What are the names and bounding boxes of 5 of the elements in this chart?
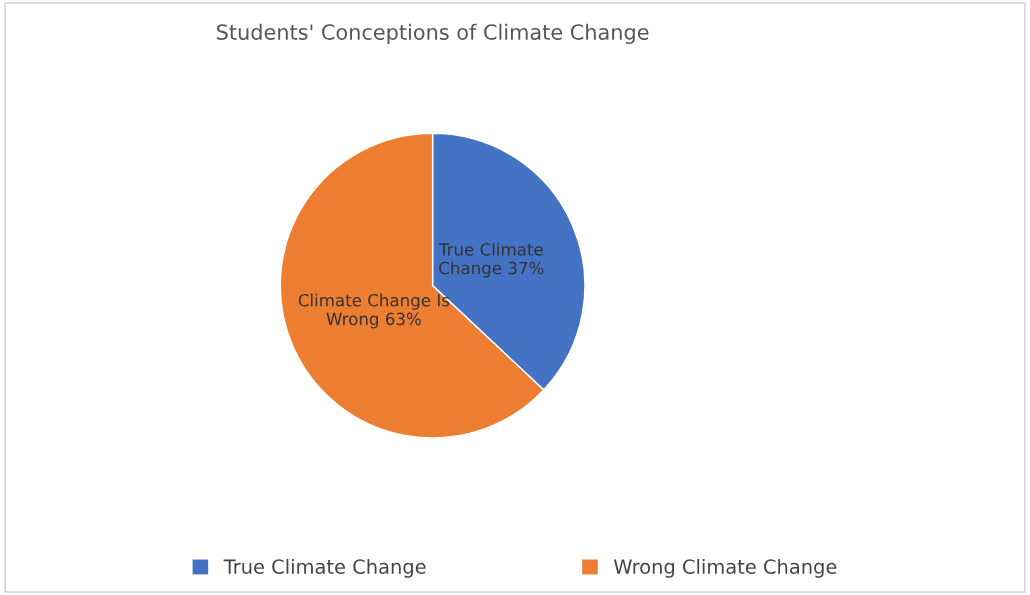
legend-label: Wrong Climate Change bbox=[613, 558, 837, 578]
chart-title: Students' Conceptions of Climate Change bbox=[217, 23, 649, 44]
data-label: Climate Change Is Wrong 63% bbox=[298, 293, 450, 329]
data-label: True Climate Change 37% bbox=[438, 242, 544, 278]
legend-label: True Climate Change bbox=[223, 558, 426, 578]
